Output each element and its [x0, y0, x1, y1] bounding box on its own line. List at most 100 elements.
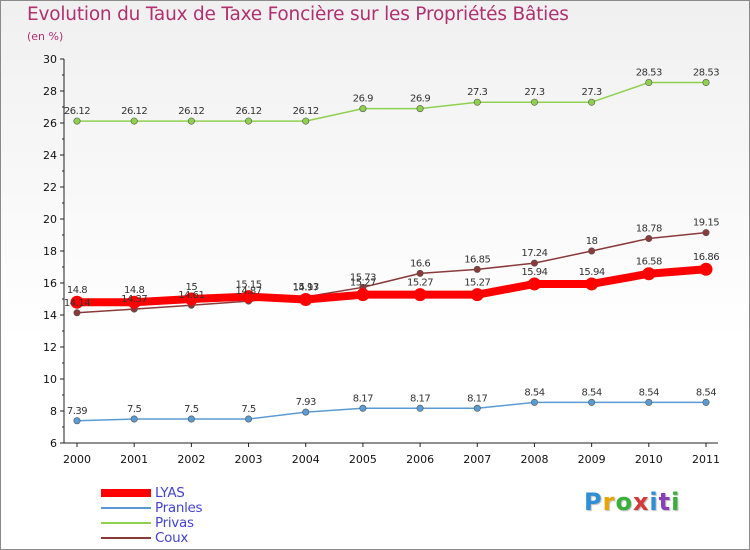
legend-swatch	[101, 489, 151, 497]
y-tick-label: 22	[43, 181, 57, 194]
x-tick-label: 2011	[692, 453, 720, 466]
data-point-privas	[73, 117, 81, 125]
y-tick-label: 14	[43, 309, 57, 322]
x-tick-label: 2001	[120, 453, 148, 466]
x-tick-label: 2010	[635, 453, 663, 466]
data-label-pranles: 8.17	[410, 393, 430, 404]
data-point-pranles	[645, 398, 653, 406]
chart-title: Evolution du Taux de Taxe Foncière sur l…	[27, 4, 569, 25]
data-point-lyas	[470, 288, 484, 302]
axes: 6 8 10 12 14 16 18 20 22 24 26 28 30 2000 2001 2002 2003…	[43, 53, 720, 466]
legend-item-lyas: LYAS	[101, 485, 301, 501]
data-label-pranles: 7.5	[127, 404, 142, 415]
data-point-lyas	[127, 295, 141, 309]
legend-swatch	[101, 537, 151, 539]
proxiti-logo: Proxiti	[584, 488, 681, 516]
data-label-privas: 26.12	[293, 106, 319, 117]
chart-unit-label: (en %)	[27, 30, 64, 43]
data-point-privas	[588, 98, 596, 106]
series-lines	[73, 81, 710, 422]
y-tick-label: 20	[43, 213, 57, 226]
x-tick-label: 2008	[520, 453, 548, 466]
data-point-privas	[416, 105, 424, 113]
y-tick-label: 24	[43, 149, 57, 162]
y-tick-label: 28	[43, 85, 57, 98]
data-label-privas: 28.53	[636, 68, 662, 79]
data-point-pranles	[588, 398, 596, 406]
data-label-coux: 15.73	[350, 272, 376, 283]
x-tick-label: 2004	[292, 453, 320, 466]
data-label-privas: 26.9	[410, 94, 430, 105]
data-point-lyas	[299, 292, 313, 306]
data-point-lyas	[413, 288, 427, 302]
x-tick-label: 2005	[349, 453, 377, 466]
series-line-pranles	[76, 401, 707, 422]
data-label-privas: 27.3	[467, 87, 487, 98]
data-point-pranles	[359, 404, 367, 412]
data-label-coux: 19.15	[693, 218, 719, 229]
data-point-lyas	[356, 288, 370, 302]
legend-item-pranles: Pranles	[101, 500, 301, 516]
data-point-coux	[702, 229, 710, 237]
data-label-lyas: 14.8	[67, 285, 87, 296]
data-label-lyas: 14.97	[293, 282, 319, 293]
data-label-lyas: 16.86	[693, 252, 719, 263]
data-point-pranles	[530, 398, 538, 406]
data-label-lyas: 15.15	[235, 280, 261, 291]
x-tick-label: 2002	[177, 453, 205, 466]
data-label-lyas: 16.58	[636, 257, 662, 268]
data-point-lyas	[184, 292, 198, 306]
data-label-coux: 17.24	[521, 248, 547, 259]
data-point-lyas	[699, 262, 713, 276]
x-tick-label: 2009	[578, 453, 606, 466]
data-point-pranles	[416, 404, 424, 412]
legend-label: Pranles	[155, 500, 203, 516]
data-point-privas	[245, 117, 253, 125]
legend-item-coux: Coux	[101, 530, 301, 546]
data-point-lyas	[70, 295, 84, 309]
data-label-pranles: 8.54	[582, 387, 602, 398]
legend-label: Privas	[155, 515, 194, 531]
data-point-privas	[130, 117, 138, 125]
data-point-coux	[473, 265, 481, 273]
data-label-privas: 26.12	[178, 106, 204, 117]
legend-item-privas: Privas	[101, 515, 301, 531]
y-tick-label: 8	[50, 405, 57, 418]
data-label-privas: 27.3	[524, 87, 544, 98]
data-point-privas	[702, 79, 710, 87]
data-point-coux	[588, 247, 596, 255]
y-tick-label: 26	[43, 117, 57, 130]
data-label-coux: 14.61	[178, 290, 204, 301]
data-label-coux: 18.78	[636, 224, 662, 235]
data-label-privas: 26.12	[235, 106, 261, 117]
data-label-coux: 14.37	[121, 294, 147, 305]
data-label-lyas: 15	[185, 282, 197, 293]
data-label-pranles: 7.93	[296, 397, 316, 408]
data-label-privas: 26.12	[121, 106, 147, 117]
legend-label: LYAS	[155, 485, 185, 501]
data-point-lyas	[585, 277, 599, 291]
data-label-pranles: 8.54	[524, 387, 544, 398]
data-point-pranles	[73, 417, 81, 425]
data-label-coux: 16.6	[410, 258, 430, 269]
data-point-privas	[473, 98, 481, 106]
data-point-pranles	[302, 408, 310, 416]
data-labels: 14.8 14.8 15 15.15 14.97 15.27 15.27 15.27 15.94…	[64, 68, 720, 417]
data-label-lyas: 15.27	[464, 278, 490, 289]
data-point-pranles	[130, 415, 138, 423]
series-line-privas	[76, 81, 707, 122]
data-label-coux: 15.13	[293, 282, 319, 293]
data-label-lyas: 15.27	[407, 278, 433, 289]
data-point-coux	[416, 269, 424, 277]
data-point-privas	[187, 117, 195, 125]
data-point-coux	[530, 259, 538, 267]
x-tick-label: 2006	[406, 453, 434, 466]
legend-swatch	[101, 507, 151, 509]
data-point-lyas	[642, 267, 656, 281]
x-tick-label: 2000	[63, 453, 91, 466]
data-point-privas	[359, 105, 367, 113]
x-tick-label: 2007	[463, 453, 491, 466]
data-label-privas: 27.3	[582, 87, 602, 98]
